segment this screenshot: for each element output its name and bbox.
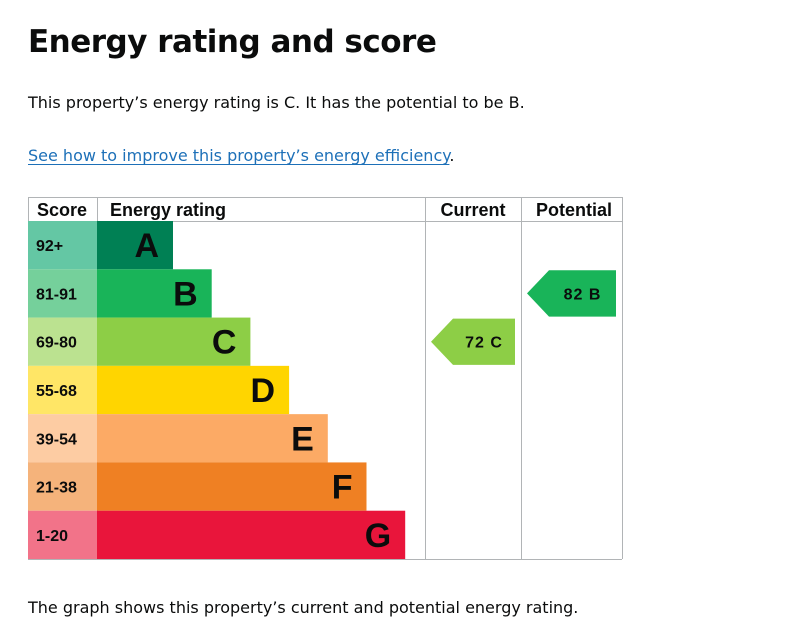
potential-rating-label: 82 B: [564, 286, 602, 303]
score-range-G: 1-20: [36, 528, 68, 545]
score-range-D: 55-68: [36, 383, 77, 400]
score-range-E: 39-54: [36, 431, 77, 448]
improve-efficiency-link[interactable]: See how to improve this property’s energ…: [28, 146, 450, 165]
improve-link-line: See how to improve this property’s energ…: [28, 143, 455, 169]
rating-bar-B: [97, 269, 212, 318]
header-potential: Potential: [536, 200, 612, 220]
rating-letter-F: F: [332, 469, 353, 507]
header-energy-rating: Energy rating: [110, 200, 226, 220]
link-period: .: [449, 146, 455, 165]
header-current: Current: [440, 200, 505, 220]
rating-letter-B: B: [173, 275, 198, 313]
rating-bar-F: [97, 462, 367, 511]
header-score: Score: [37, 200, 87, 220]
current-rating-arrow: [431, 318, 515, 365]
page-title: Energy rating and score: [28, 24, 437, 60]
rating-letter-C: C: [212, 324, 237, 362]
score-cell-A: [28, 221, 97, 270]
score-cell-E: [28, 414, 97, 463]
graph-description: The graph shows this property’s current …: [28, 598, 579, 617]
rating-letter-G: G: [365, 517, 391, 555]
rating-letter-A: A: [134, 227, 159, 265]
rating-bar-D: [97, 365, 290, 415]
score-cell-C: [28, 317, 97, 366]
rating-letter-D: D: [251, 372, 276, 410]
rating-bar-A: [97, 221, 173, 270]
score-range-A: 92+: [36, 238, 63, 255]
score-range-B: 81-91: [36, 286, 77, 303]
rating-bar-G: [97, 510, 406, 559]
rating-bar-C: [97, 317, 251, 366]
score-range-C: 69-80: [36, 335, 77, 352]
score-cell-G: [28, 510, 97, 559]
potential-rating-arrow: [527, 270, 616, 317]
rating-letter-E: E: [291, 420, 314, 458]
score-cell-F: [28, 462, 97, 511]
score-cell-D: [28, 365, 97, 415]
current-rating-label: 72 C: [465, 335, 503, 352]
score-cell-B: [28, 269, 97, 318]
score-range-F: 21-38: [36, 480, 77, 497]
rating-bar-E: [97, 414, 328, 463]
rating-summary: This property’s energy rating is C. It h…: [28, 93, 525, 112]
